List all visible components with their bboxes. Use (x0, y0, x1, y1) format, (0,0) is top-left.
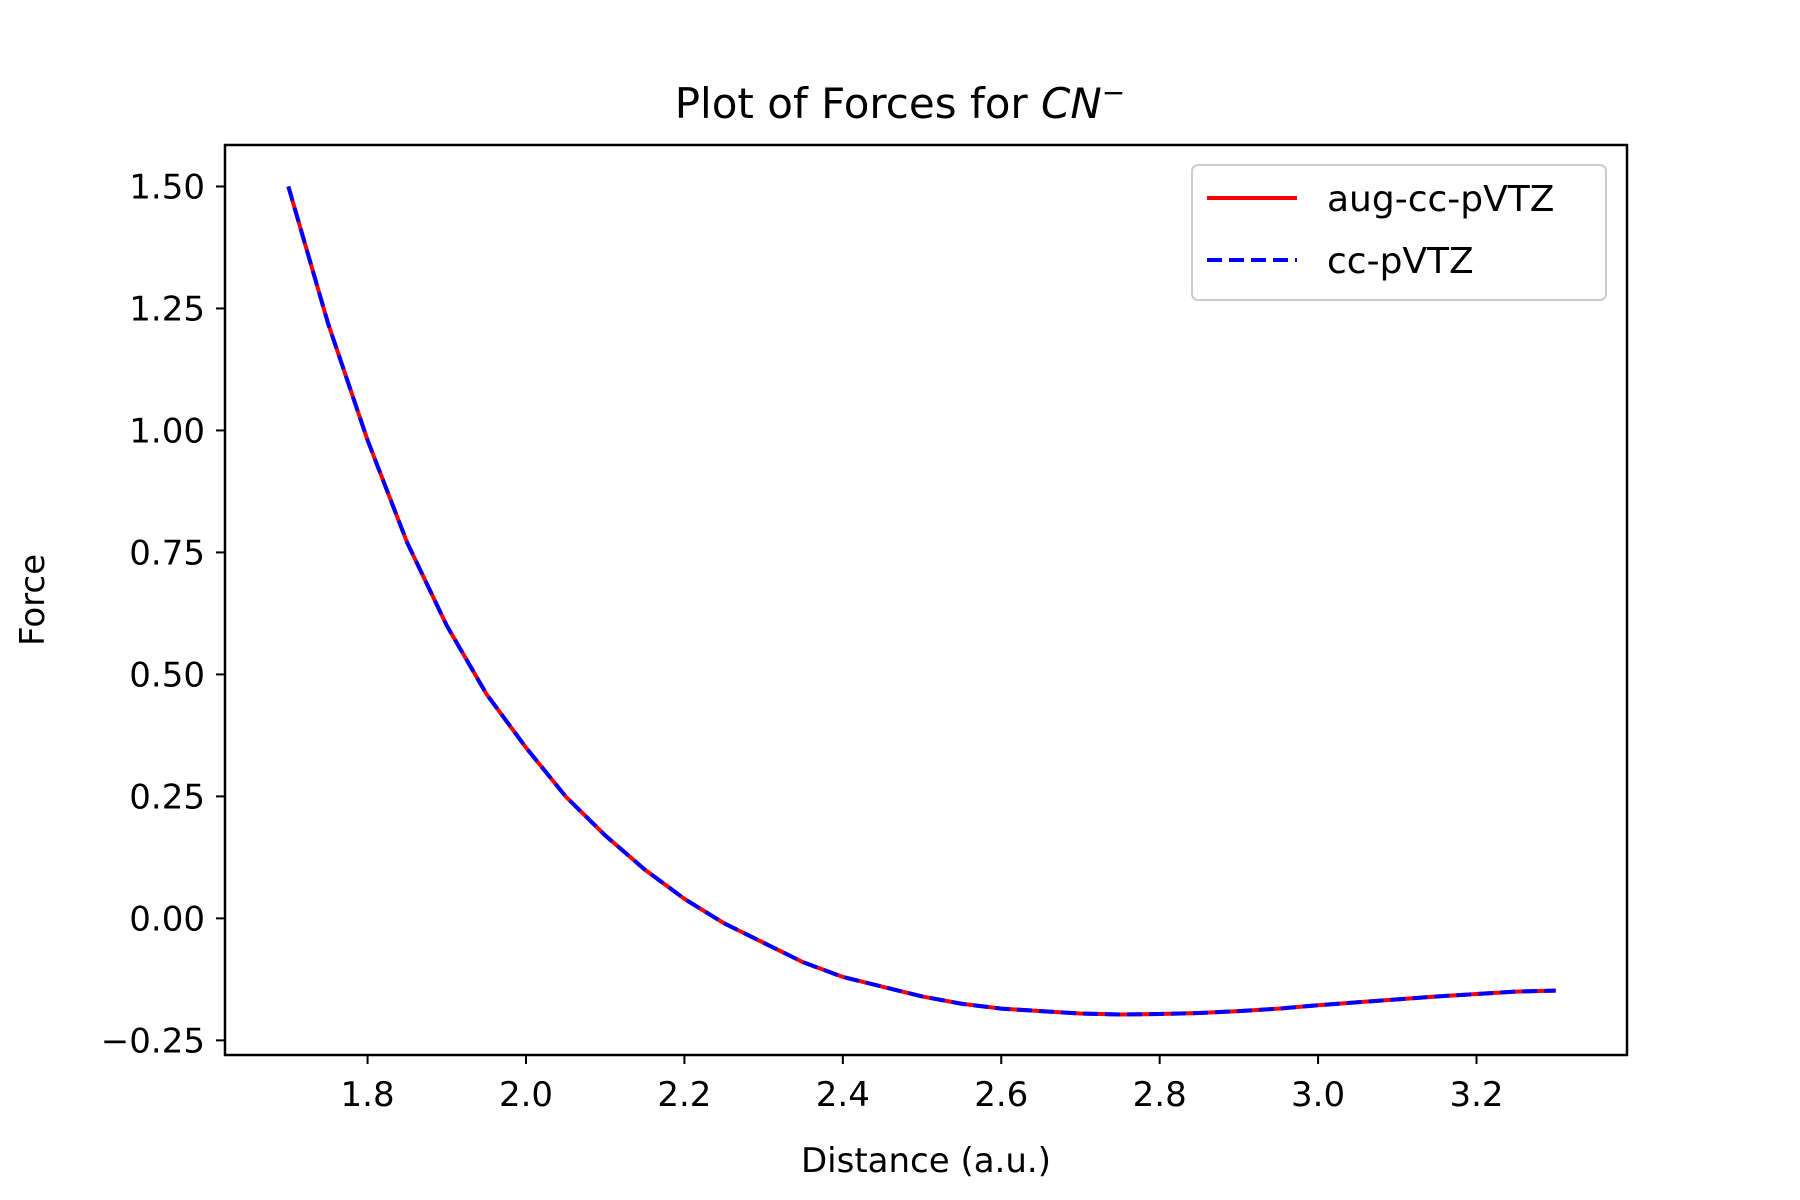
legend-label-aug-cc-pvtz: aug-cc-pVTZ (1327, 179, 1554, 220)
y-tick-label: 1.50 (129, 167, 205, 207)
series-line-cc-pvtz (286, 185, 1556, 1017)
x-tick-label: 1.8 (341, 1075, 395, 1115)
plot-area (286, 185, 1556, 1017)
y-axis: 1.50 1.25 1.00 0.75 0.50 0.25 0.00 −0.25 (101, 167, 225, 1061)
y-tick-label: 1.25 (129, 289, 205, 329)
legend: aug-cc-pVTZ cc-pVTZ (1191, 164, 1607, 301)
y-tick-label: 1.00 (129, 411, 205, 451)
x-tick-label: 2.4 (816, 1075, 870, 1115)
x-tick-label: 3.2 (1449, 1075, 1503, 1115)
y-tick-label: 0.50 (129, 655, 205, 695)
y-tick-label: 0.75 (129, 533, 205, 573)
x-axis-label: Distance (a.u.) (801, 1141, 1051, 1181)
y-tick-label: 0.25 (129, 777, 205, 817)
legend-label-cc-pvtz: cc-pVTZ (1327, 241, 1474, 282)
x-tick-label: 3.0 (1291, 1075, 1345, 1115)
chart-title: Plot of Forces for CN− (675, 76, 1126, 128)
x-tick-label: 2.6 (974, 1075, 1028, 1115)
plot-frame (223, 143, 1629, 1057)
x-tick-label: 2.8 (1133, 1075, 1187, 1115)
x-tick-label: 2.2 (657, 1075, 711, 1115)
x-axis: 1.8 2.0 2.2 2.4 2.6 2.8 3.0 3.2 (341, 1055, 1504, 1115)
y-tick-label: −0.25 (101, 1021, 205, 1061)
y-tick-label: 0.00 (129, 899, 205, 939)
x-tick-label: 2.0 (499, 1075, 553, 1115)
y-axis-label: Force (13, 554, 53, 646)
